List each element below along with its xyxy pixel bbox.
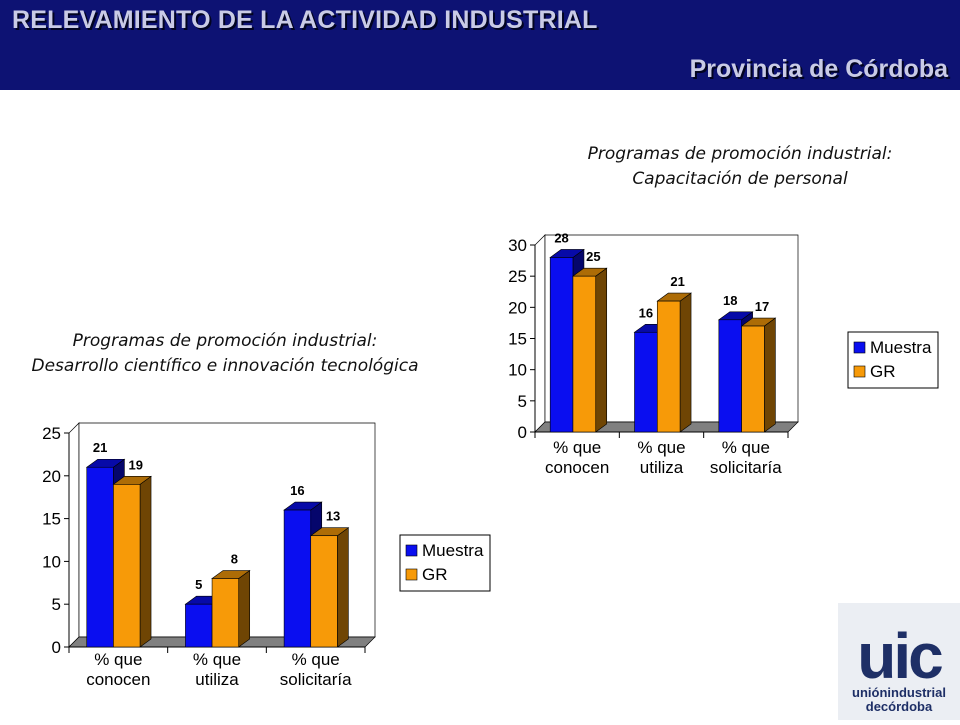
category-label: % que bbox=[193, 650, 241, 669]
page-subtitle: Provincia de Córdoba bbox=[689, 55, 948, 83]
category-label: % que bbox=[553, 438, 601, 457]
uic-logo-mark: uic uniónindustrial decórdoba bbox=[852, 620, 946, 714]
category-label: % que bbox=[722, 438, 770, 457]
bar bbox=[211, 569, 251, 648]
data-label: 21 bbox=[93, 440, 107, 455]
bar-side bbox=[139, 475, 152, 648]
left-wall bbox=[68, 422, 80, 648]
category-label: solicitaría bbox=[710, 458, 782, 477]
chart-2-title: Programas de promoción industrial: Capac… bbox=[510, 142, 960, 192]
data-label: 16 bbox=[639, 305, 653, 320]
data-label: 21 bbox=[670, 274, 684, 289]
y-tick-label: 20 bbox=[42, 467, 61, 486]
data-label: 28 bbox=[554, 230, 568, 245]
y-tick-label: 5 bbox=[518, 392, 527, 411]
legend-label: Muestra bbox=[870, 338, 932, 357]
bar-front bbox=[549, 257, 574, 433]
chart-1-title-line2: Desarrollo científico e innovación tecno… bbox=[31, 356, 419, 376]
category-label: % que bbox=[292, 650, 340, 669]
bar-side bbox=[679, 292, 692, 433]
legend-swatch bbox=[405, 568, 418, 581]
y-tick-label: 20 bbox=[508, 298, 527, 317]
bar bbox=[572, 267, 608, 433]
bar-side bbox=[595, 267, 608, 433]
category-label: % que bbox=[94, 650, 142, 669]
y-tick-label: 5 bbox=[52, 595, 61, 614]
data-label: 25 bbox=[586, 249, 600, 264]
y-tick-label: 15 bbox=[508, 330, 527, 349]
bar-side bbox=[764, 317, 776, 433]
legend-swatch bbox=[405, 544, 418, 557]
category-label: utiliza bbox=[195, 670, 239, 689]
legend-label: GR bbox=[422, 565, 448, 584]
bar-front bbox=[741, 325, 765, 433]
bar-front bbox=[86, 466, 114, 648]
data-label: 5 bbox=[195, 577, 202, 592]
y-tick-label: 0 bbox=[518, 423, 527, 442]
data-label: 19 bbox=[128, 457, 142, 472]
logo-letters: uic bbox=[857, 620, 942, 692]
bar-side bbox=[337, 527, 349, 648]
y-tick-label: 0 bbox=[52, 638, 61, 657]
y-tick-label: 15 bbox=[42, 510, 61, 529]
category-label: conocen bbox=[545, 458, 609, 477]
data-label: 8 bbox=[231, 552, 238, 567]
y-tick-label: 10 bbox=[508, 361, 527, 380]
logo-line1: uniónindustrial bbox=[852, 685, 946, 700]
bar bbox=[740, 317, 777, 433]
bar-front bbox=[211, 578, 240, 648]
legend-box bbox=[847, 331, 939, 389]
chart-2-title-line1: Programas de promoción industrial: bbox=[587, 144, 893, 164]
category-label: solicitaría bbox=[280, 670, 352, 689]
data-label: 13 bbox=[326, 509, 340, 524]
bar-front bbox=[283, 509, 312, 648]
uic-logo: uic uniónindustrial decórdoba bbox=[838, 603, 960, 720]
legend-box bbox=[399, 534, 491, 592]
data-label: 18 bbox=[723, 293, 737, 308]
logo-line2: decórdoba bbox=[866, 699, 933, 714]
bar bbox=[112, 475, 152, 648]
legend-swatch bbox=[853, 341, 866, 354]
legend-label: Muestra bbox=[422, 541, 484, 560]
page-title: RELEVAMIENTO DE LA ACTIVIDAD INDUSTRIAL bbox=[12, 6, 598, 34]
bar-front bbox=[310, 535, 338, 648]
y-tick-label: 10 bbox=[42, 552, 61, 571]
y-tick-label: 30 bbox=[508, 236, 527, 255]
category-label: utiliza bbox=[640, 458, 684, 477]
chart-1-title: Programas de promoción industrial: Desar… bbox=[0, 329, 450, 379]
bar-side bbox=[238, 569, 251, 648]
bar-front bbox=[656, 300, 681, 433]
left-wall bbox=[534, 234, 546, 433]
bar-front bbox=[634, 331, 658, 433]
chart-1-title-line1: Programas de promoción industrial: bbox=[72, 331, 378, 351]
data-label: 17 bbox=[755, 299, 769, 314]
legend-label: GR bbox=[870, 362, 896, 381]
bar-front bbox=[113, 484, 141, 648]
chart-2-title-line2: Capacitación de personal bbox=[632, 169, 848, 189]
category-label: conocen bbox=[86, 670, 150, 689]
bar-front bbox=[718, 319, 742, 433]
data-label: 16 bbox=[290, 483, 304, 498]
category-label: % que bbox=[637, 438, 685, 457]
header-bar: RELEVAMIENTO DE LA ACTIVIDAD INDUSTRIAL … bbox=[0, 0, 960, 90]
bar-front bbox=[185, 603, 213, 648]
bar bbox=[656, 292, 692, 433]
y-tick-label: 25 bbox=[508, 267, 527, 286]
y-tick-label: 25 bbox=[42, 424, 61, 443]
bar bbox=[309, 527, 350, 648]
bar-front bbox=[572, 275, 597, 433]
legend-swatch bbox=[853, 365, 866, 378]
